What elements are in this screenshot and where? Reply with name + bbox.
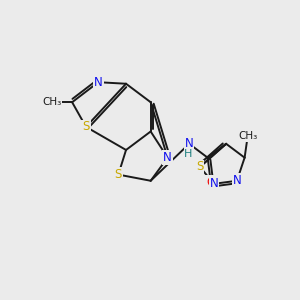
Text: S: S	[196, 160, 204, 173]
Text: S: S	[115, 168, 122, 181]
Text: S: S	[82, 120, 90, 134]
Text: CH₃: CH₃	[238, 131, 257, 141]
Text: CH₃: CH₃	[43, 97, 62, 107]
Text: N: N	[232, 174, 241, 187]
Text: O: O	[206, 176, 215, 189]
Text: N: N	[94, 76, 103, 89]
Text: N: N	[185, 137, 194, 150]
Text: H: H	[184, 149, 193, 159]
Text: N: N	[163, 151, 172, 164]
Text: N: N	[209, 177, 218, 190]
